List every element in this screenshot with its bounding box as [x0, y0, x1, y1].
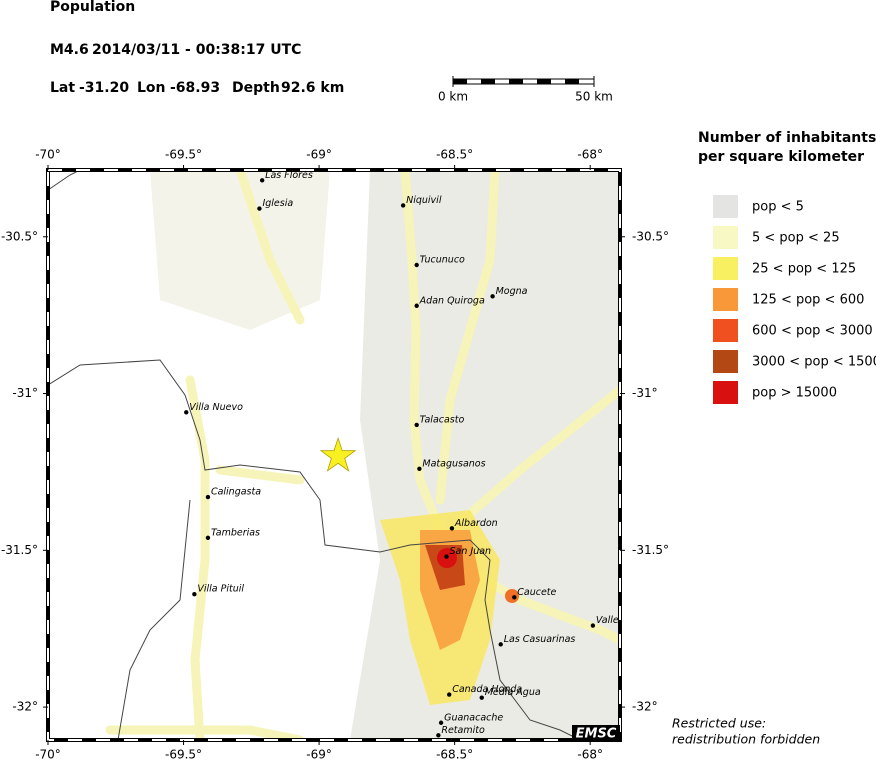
legend-label: pop > 15000 [752, 386, 837, 401]
legend-swatch [713, 319, 738, 342]
lon-value: -68.93 [170, 80, 220, 96]
x-tick-label: -68° [577, 148, 603, 162]
city-dot [205, 494, 211, 500]
x-tick-label: -69° [306, 148, 332, 162]
city-dot [449, 526, 455, 531]
legend-title: per square kilometer [698, 149, 864, 165]
legend-swatch [713, 226, 738, 249]
city-dot [414, 262, 419, 268]
map-marks: -70° -70° -69.5° -69.5° -69° -69° -68.5° -68.5°… [1, 148, 669, 762]
city-label: Mogna [496, 286, 528, 297]
city-label: Iglesia [262, 198, 293, 209]
y-tick-label: -32° [632, 700, 658, 714]
x-tick-label: -70° [35, 748, 61, 762]
city-label: Caucete [517, 587, 556, 598]
city-label: Adan Quiroga [419, 295, 485, 306]
scale-end: 50 km [575, 90, 613, 104]
city-dot [498, 642, 503, 647]
city-label: Villa Pituil [197, 584, 244, 595]
epicenter [319, 437, 357, 472]
legend-swatch [713, 350, 738, 373]
city-label: Retamito [441, 725, 485, 736]
magnitude: M4.6 [50, 42, 89, 58]
depth-label: Depth [232, 80, 280, 96]
datetime: 2014/03/11 - 00:38:17 UTC [92, 42, 301, 58]
legend-swatch [713, 257, 738, 280]
city-dot [438, 720, 444, 725]
city-label: Niquivil [406, 195, 442, 206]
lat-label: Lat [50, 80, 75, 96]
legend-label: 5 < pop < 25 [752, 231, 840, 246]
y-tick-label: -31° [12, 386, 38, 400]
legend-title: Number of inhabitants [698, 130, 876, 146]
city-dot [436, 733, 441, 738]
city-label: Canada Honda [452, 684, 522, 695]
city-label: Villa Nuevo [189, 402, 243, 413]
legend-swatch [713, 288, 738, 311]
city-dot [192, 592, 197, 597]
city-dot [184, 410, 189, 415]
badge-bg [572, 725, 620, 742]
legend-label: 125 < pop < 600 [752, 293, 864, 308]
legend-label: 25 < pop < 125 [752, 262, 856, 277]
x-tick-label: -69.5° [165, 748, 202, 762]
y-tick-label: -30.5° [1, 229, 38, 243]
city-label: Media Agua [485, 687, 541, 698]
x-tick-label: -68° [577, 748, 603, 762]
y-tick-label: -31.5° [1, 543, 38, 557]
city-dot [414, 422, 419, 428]
city-dot [444, 554, 449, 559]
badge: EMSC [576, 727, 617, 742]
legend-swatch [713, 195, 738, 218]
city-dot [590, 623, 596, 628]
city-label: Tucunuco [420, 255, 465, 266]
city-dot [259, 178, 265, 183]
legend-label: pop < 5 [752, 200, 804, 215]
city-label: Guanacache [444, 712, 503, 723]
footer: redistribution forbidden [672, 732, 820, 747]
scale-start: 0 km [438, 90, 468, 104]
city-label: Tamberias [211, 527, 260, 538]
city-dot [205, 535, 211, 540]
city-dot [414, 303, 419, 308]
x-tick-label: -68.5° [436, 748, 473, 762]
x-tick-label: -69.5° [165, 148, 202, 162]
city-dot [400, 203, 406, 208]
city-dot [257, 206, 262, 211]
title: Population [50, 0, 135, 15]
city-dot [479, 695, 484, 700]
map-frame-dash [47, 169, 621, 741]
y-tick-label: -32° [12, 700, 38, 714]
lat-value: -31.20 [79, 80, 129, 96]
x-tick-label: -69° [306, 748, 332, 762]
city-label: Albardon [454, 518, 498, 529]
y-tick-label: -30.5° [632, 229, 669, 243]
scale-bar [452, 76, 595, 87]
legend-label: 3000 < pop < 15000 [752, 355, 876, 370]
city-dot [417, 466, 422, 471]
city-dot [447, 692, 452, 697]
depth-value: 92.6 km [281, 80, 344, 96]
x-tick-label: -70° [35, 148, 61, 162]
city-label: Las Casuarinas [504, 634, 576, 645]
city-label: San Juan [450, 546, 492, 557]
city-label: Valle [596, 615, 619, 626]
city-dot [512, 595, 517, 600]
city-label: Matagusanos [422, 458, 485, 469]
footer: Restricted use: [672, 716, 766, 731]
city-label: Talacasto [420, 414, 465, 425]
city-label: Calingasta [211, 487, 261, 498]
legend-swatch [713, 381, 738, 404]
x-tick-label: -68.5° [436, 148, 473, 162]
city-dot [490, 294, 495, 299]
lon-label: Lon [137, 80, 166, 96]
y-tick-label: -31.5° [632, 543, 669, 557]
legend: pop < 5 5 < pop < 25 25 < pop < 125 125 < p… [713, 195, 876, 404]
y-tick-label: -31° [632, 386, 658, 400]
legend-label: 600 < pop < 3000 [752, 324, 873, 339]
city-label: Las Flores [265, 170, 313, 181]
